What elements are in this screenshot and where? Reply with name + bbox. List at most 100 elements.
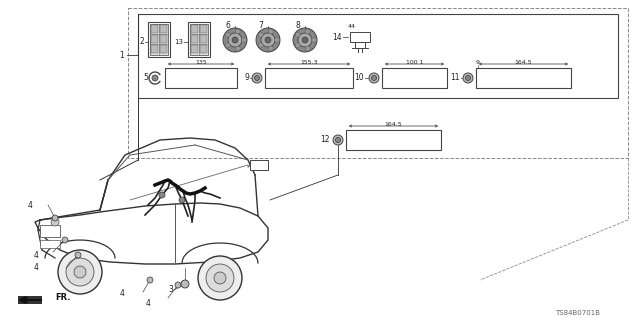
Circle shape [52,215,58,221]
Circle shape [252,73,262,83]
Circle shape [312,37,317,43]
Bar [160,35,167,43]
Circle shape [369,73,379,83]
Text: 164.5: 164.5 [385,122,403,126]
Bar [151,35,158,43]
Text: 164.5: 164.5 [515,60,532,65]
Bar [191,35,198,43]
Circle shape [241,37,246,43]
Text: FR.: FR. [55,293,70,302]
Bar [350,32,370,42]
Circle shape [181,280,189,288]
Circle shape [236,46,240,51]
Circle shape [223,28,247,52]
Circle shape [175,282,181,288]
Text: 3: 3 [168,285,173,294]
Text: 100 1: 100 1 [406,60,423,65]
Bar [138,14,618,98]
Circle shape [147,277,153,283]
Circle shape [232,37,238,43]
Bar [191,45,198,53]
Bar [40,225,60,237]
Bar [160,45,167,53]
Text: 2: 2 [140,37,144,46]
Text: 135: 135 [195,60,207,65]
Circle shape [275,37,280,43]
Circle shape [255,76,259,81]
Text: TS84B0701B: TS84B0701B [555,310,600,316]
Circle shape [293,28,317,52]
Text: 9: 9 [244,74,249,83]
Circle shape [295,43,300,48]
Bar [150,24,168,55]
Circle shape [152,75,158,81]
Circle shape [228,33,242,47]
Bar [165,68,237,88]
Circle shape [463,73,473,83]
Circle shape [268,46,273,51]
Circle shape [295,32,300,37]
Bar [191,25,198,33]
Circle shape [258,43,263,48]
Circle shape [265,37,271,43]
Text: 11: 11 [451,74,460,83]
Bar [151,45,158,53]
Text: 4: 4 [28,201,33,210]
Text: 12: 12 [321,135,330,145]
Circle shape [305,46,310,51]
Text: 4: 4 [33,251,38,260]
Circle shape [256,28,280,52]
Circle shape [159,192,165,198]
Bar [151,25,158,33]
Bar [40,240,60,248]
Text: 9: 9 [476,60,480,66]
Bar [476,68,571,88]
Bar [265,68,353,88]
Text: 1: 1 [120,51,124,60]
Circle shape [225,32,230,37]
Circle shape [465,76,470,81]
Text: 5: 5 [143,74,148,83]
Circle shape [58,250,102,294]
Circle shape [333,135,343,145]
Text: 13: 13 [174,39,183,45]
Text: 14: 14 [332,33,342,42]
Text: 155.3: 155.3 [300,60,318,65]
Bar [200,45,207,53]
Bar [200,35,207,43]
Circle shape [335,138,340,142]
Bar [346,130,441,150]
Circle shape [298,33,312,47]
Circle shape [258,32,263,37]
Circle shape [225,43,230,48]
Text: 8: 8 [296,21,300,30]
Text: 10: 10 [355,74,364,83]
Circle shape [75,252,81,258]
Circle shape [305,29,310,34]
Text: 7: 7 [259,21,264,30]
Circle shape [62,237,68,243]
Circle shape [51,218,59,226]
Bar [160,25,167,33]
Circle shape [66,258,94,286]
Circle shape [236,29,240,34]
Circle shape [371,76,376,81]
Circle shape [206,264,234,292]
Bar [382,68,447,88]
Text: 6: 6 [225,21,230,30]
Text: 4: 4 [145,299,150,308]
Circle shape [268,29,273,34]
Circle shape [198,256,242,300]
Bar [188,22,210,57]
Circle shape [261,33,275,47]
Circle shape [302,37,308,43]
Circle shape [74,266,86,278]
Bar [148,22,170,57]
Bar [18,296,42,304]
Circle shape [179,197,185,203]
Bar [200,25,207,33]
Text: 4: 4 [120,289,125,298]
Text: 4: 4 [33,263,38,273]
Text: 44: 44 [348,25,356,29]
Bar [250,160,268,170]
